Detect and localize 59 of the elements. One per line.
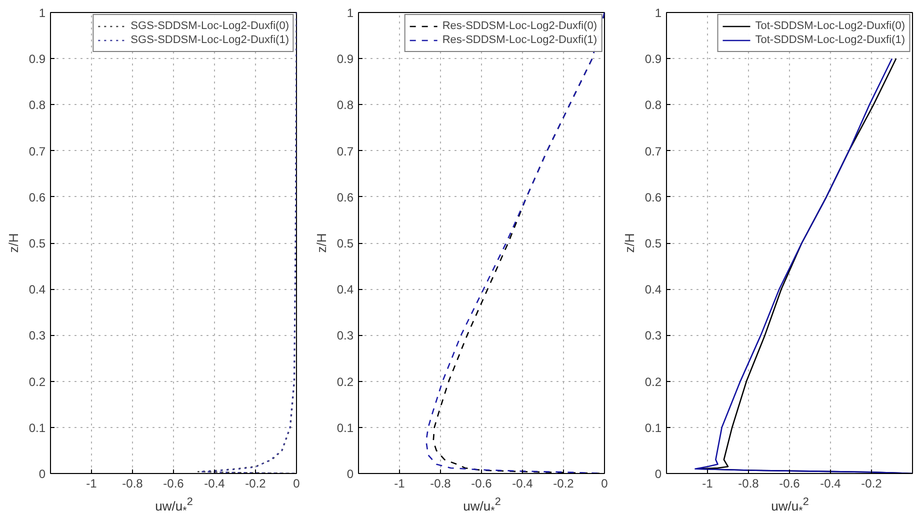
x-tick-label: -0.6 xyxy=(163,476,184,490)
y-tick-label: 0.2 xyxy=(644,374,662,389)
x-tick-label: -0.2 xyxy=(245,476,266,490)
x-tick-label: 0 xyxy=(601,476,608,490)
y-tick-label: 0.3 xyxy=(644,328,662,343)
x-tick-label: -0.4 xyxy=(820,476,842,490)
y-tick-label: 0.6 xyxy=(336,190,354,204)
x-tick-label: -0.8 xyxy=(122,476,144,490)
x-tick-label: -0.2 xyxy=(861,476,882,490)
y-tick-label: 1 xyxy=(38,6,46,20)
y-tick-label: 0.3 xyxy=(28,328,46,343)
legend-label: Tot-SDDSM-Loc-Log2-Duxfi(1) xyxy=(755,33,905,47)
y-tick-label: 0.7 xyxy=(644,144,662,158)
y-axis-title: z/H xyxy=(314,233,329,253)
y-tick-label: 0.8 xyxy=(644,98,662,112)
y-tick-label: 0.7 xyxy=(336,144,354,158)
y-tick-label: 0.4 xyxy=(336,282,354,297)
y-tick-label: 0.9 xyxy=(336,52,354,66)
y-tick-label: 0.4 xyxy=(28,282,46,297)
y-tick-label: 0.6 xyxy=(644,190,662,204)
y-tick-label: 0.1 xyxy=(28,420,46,435)
y-tick-label: 0.4 xyxy=(644,282,662,297)
x-tick-label: -0.8 xyxy=(430,476,452,490)
y-tick-label: 0.8 xyxy=(336,98,354,112)
legend-label: Tot-SDDSM-Loc-Log2-Duxfi(0) xyxy=(755,19,905,33)
y-tick-label: 0.9 xyxy=(28,52,46,66)
y-tick-label: 0.5 xyxy=(28,236,46,250)
y-axis-title: z/H xyxy=(622,233,637,253)
y-tick-label: 0 xyxy=(654,467,662,481)
legend-label: SGS-SDDSM-Loc-Log2-Duxfi(1) xyxy=(130,33,289,47)
x-tick-label: -0.6 xyxy=(779,476,800,490)
x-tick-label: -0.2 xyxy=(553,476,574,490)
y-tick-label: 0.9 xyxy=(644,52,662,66)
y-tick-label: 0.1 xyxy=(644,420,662,435)
x-tick-label: -0.6 xyxy=(471,476,492,490)
legend-label: Res-SDDSM-Loc-Log2-Duxfi(1) xyxy=(442,33,597,47)
legend-label: SGS-SDDSM-Loc-Log2-Duxfi(0) xyxy=(130,19,289,33)
y-tick-label: 1 xyxy=(654,6,662,20)
legend-label: Res-SDDSM-Loc-Log2-Duxfi(0) xyxy=(442,19,597,33)
y-tick-label: 1 xyxy=(346,6,354,20)
y-tick-label: 0 xyxy=(346,467,354,481)
y-tick-label: 0 xyxy=(38,467,46,481)
y-tick-label: 0.1 xyxy=(336,420,354,435)
y-tick-label: 0.5 xyxy=(644,236,662,250)
x-tick-label: 0 xyxy=(293,476,300,490)
x-tick-label: -1 xyxy=(86,476,98,490)
y-tick-label: 0.2 xyxy=(28,374,46,389)
y-tick-label: 0.8 xyxy=(28,98,46,112)
y-tick-label: 0.2 xyxy=(336,374,354,389)
x-tick-label: -0.4 xyxy=(204,476,226,490)
x-tick-label: -0.4 xyxy=(512,476,534,490)
y-tick-label: 0.7 xyxy=(28,144,46,158)
x-tick-label: -1 xyxy=(394,476,406,490)
y-tick-label: 0.3 xyxy=(336,328,354,343)
y-axis-title: z/H xyxy=(6,233,21,253)
x-tick-label: -0.8 xyxy=(738,476,760,490)
y-tick-label: 0.6 xyxy=(28,190,46,204)
x-tick-label: -1 xyxy=(702,476,714,490)
y-tick-label: 0.5 xyxy=(336,236,354,250)
